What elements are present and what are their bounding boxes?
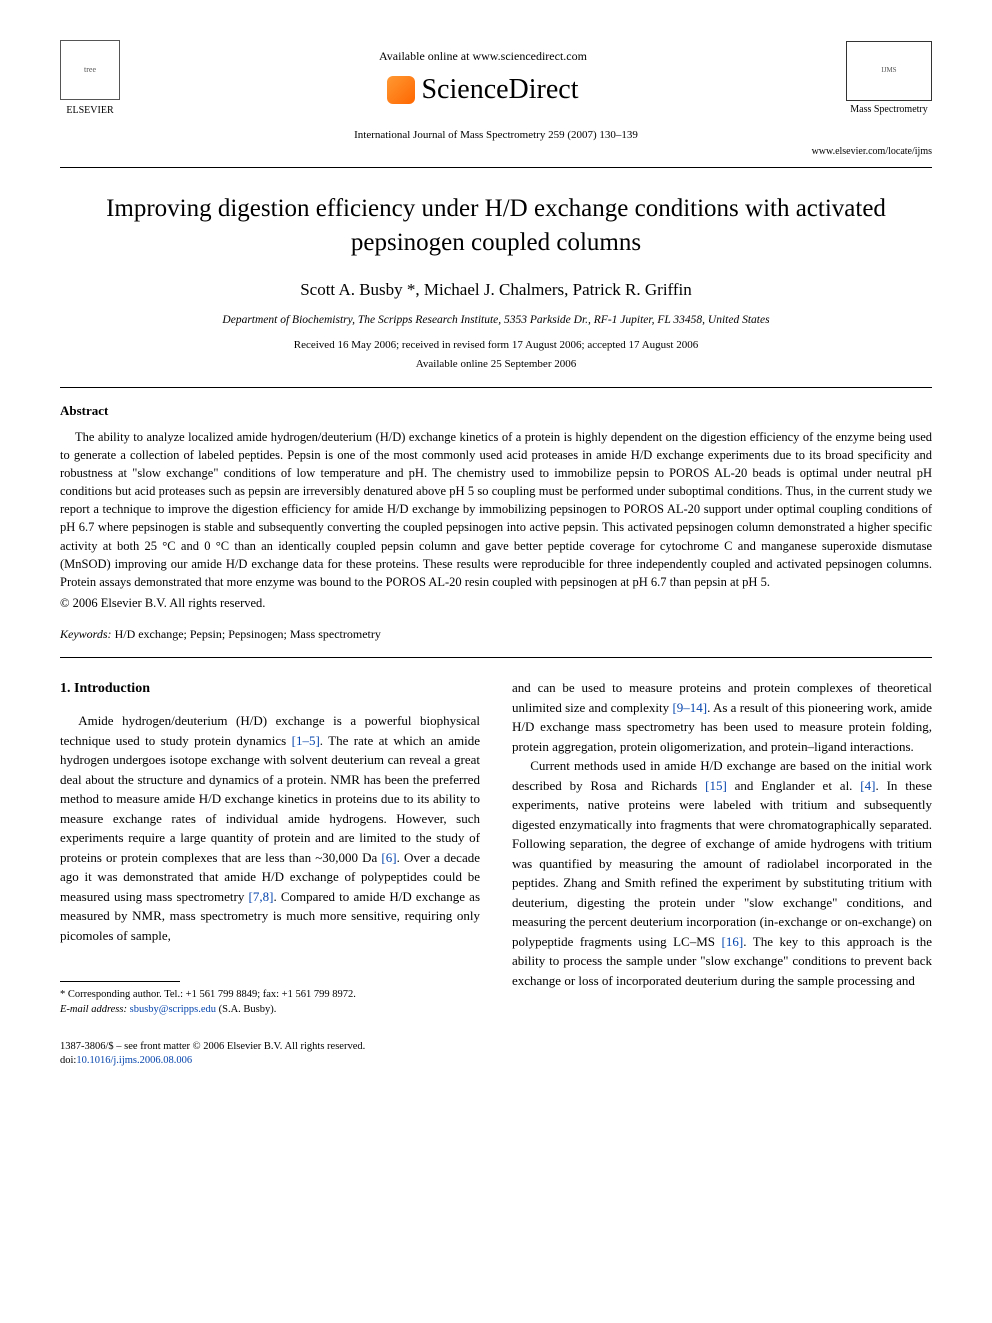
intro-p1b: . The rate at which an amide hydrogen un…: [60, 733, 480, 865]
email-link[interactable]: sbusby@scripps.edu: [130, 1004, 216, 1015]
abstract-section: Abstract The ability to analyze localize…: [60, 402, 932, 613]
right-column: and can be used to measure proteins and …: [512, 678, 932, 1017]
doi-label: doi:: [60, 1055, 76, 1066]
ms-logo-main: Mass Spectrometry: [846, 103, 932, 117]
email-label: E-mail address:: [60, 1004, 127, 1015]
intro-p3b: and Englander et al.: [727, 778, 861, 793]
email-who: (S.A. Busby).: [219, 1004, 277, 1015]
article-title: Improving digestion efficiency under H/D…: [100, 192, 892, 260]
elsevier-label: ELSEVIER: [60, 104, 120, 118]
corr-author-line: * Corresponding author. Tel.: +1 561 799…: [60, 988, 480, 1003]
corresponding-footnote: * Corresponding author. Tel.: +1 561 799…: [60, 988, 480, 1017]
footer-left: 1387-3806/$ – see front matter © 2006 El…: [60, 1040, 365, 1069]
ref-7-8[interactable]: [7,8]: [249, 889, 274, 904]
ref-9-14[interactable]: [9–14]: [672, 700, 707, 715]
intro-p3: Current methods used in amide H/D exchan…: [512, 756, 932, 990]
center-header: Available online at www.sciencedirect.co…: [120, 48, 846, 111]
top-rule: [60, 167, 932, 168]
ref-15[interactable]: [15]: [705, 778, 727, 793]
affiliation: Department of Biochemistry, The Scripps …: [60, 312, 932, 328]
left-column: 1. Introduction Amide hydrogen/deuterium…: [60, 678, 480, 1017]
corr-email-line: E-mail address: sbusby@scripps.edu (S.A.…: [60, 1003, 480, 1018]
locate-url: www.elsevier.com/locate/ijms: [60, 145, 932, 159]
authors: Scott A. Busby *, Michael J. Chalmers, P…: [60, 278, 932, 302]
footnote-rule: [60, 981, 180, 982]
journal-cover-logo: IJMS Mass Spectrometry: [846, 41, 932, 117]
doi-link[interactable]: 10.1016/j.ijms.2006.08.006: [76, 1055, 192, 1066]
ref-16[interactable]: [16]: [722, 934, 744, 949]
ref-1-5[interactable]: [1–5]: [292, 733, 320, 748]
dates-received: Received 16 May 2006; received in revise…: [60, 338, 932, 353]
footer-doi-line: doi:10.1016/j.ijms.2006.08.006: [60, 1054, 365, 1069]
body-columns: 1. Introduction Amide hydrogen/deuterium…: [60, 678, 932, 1017]
ms-cover-icon: IJMS: [846, 41, 932, 101]
intro-p1: Amide hydrogen/deuterium (H/D) exchange …: [60, 711, 480, 945]
ref-6[interactable]: [6]: [381, 850, 396, 865]
sciencedirect-logo: ScienceDirect: [387, 70, 578, 109]
abstract-copyright: © 2006 Elsevier B.V. All rights reserved…: [60, 595, 932, 613]
intro-p2: and can be used to measure proteins and …: [512, 678, 932, 756]
sciencedirect-bulb-icon: [387, 76, 415, 104]
sciencedirect-label: ScienceDirect: [421, 70, 578, 109]
keywords-label: Keywords:: [60, 627, 112, 641]
intro-p3c: . In these experiments, native proteins …: [512, 778, 932, 949]
footer-front-matter: 1387-3806/$ – see front matter © 2006 El…: [60, 1040, 365, 1055]
header-row: tree ELSEVIER Available online at www.sc…: [60, 40, 932, 118]
abstract-top-rule: [60, 387, 932, 388]
journal-citation: International Journal of Mass Spectromet…: [60, 128, 932, 143]
keywords-text: H/D exchange; Pepsin; Pepsinogen; Mass s…: [115, 627, 381, 641]
elsevier-logo: tree ELSEVIER: [60, 40, 120, 118]
abstract-heading: Abstract: [60, 402, 932, 420]
abstract-body: The ability to analyze localized amide h…: [60, 428, 932, 591]
abstract-bottom-rule: [60, 657, 932, 658]
keywords-line: Keywords: H/D exchange; Pepsin; Pepsinog…: [60, 626, 932, 643]
elsevier-tree-icon: tree: [60, 40, 120, 100]
ref-4[interactable]: [4]: [860, 778, 875, 793]
dates-online: Available online 25 September 2006: [60, 357, 932, 372]
intro-heading: 1. Introduction: [60, 678, 480, 699]
available-online-text: Available online at www.sciencedirect.co…: [120, 48, 846, 65]
footer: 1387-3806/$ – see front matter © 2006 El…: [60, 1040, 932, 1069]
